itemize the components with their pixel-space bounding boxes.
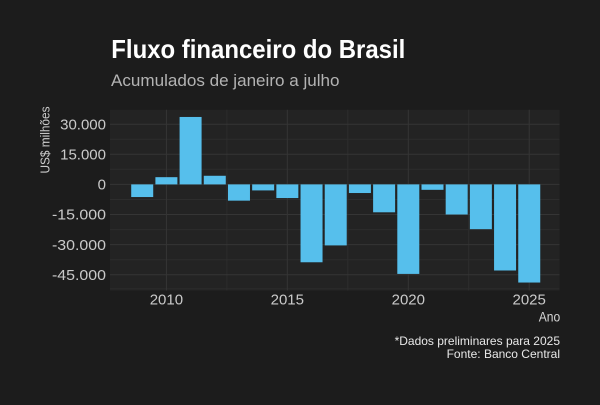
svg-text:15.000: 15.000 [60, 147, 106, 164]
svg-text:2015: 2015 [271, 291, 304, 308]
svg-text:-15.000: -15.000 [52, 207, 106, 224]
svg-text:-30.000: -30.000 [52, 237, 106, 254]
svg-text:Fluxo financeiro do Brasil: Fluxo financeiro do Brasil [111, 34, 405, 64]
svg-text:30.000: 30.000 [60, 116, 106, 133]
svg-text:0: 0 [98, 177, 106, 194]
svg-text:*Dados preliminares para 2025: *Dados preliminares para 2025 [395, 334, 561, 348]
svg-text:Acumulados de janeiro a julho: Acumulados de janeiro a julho [111, 71, 340, 90]
svg-text:Fonte: Banco Central: Fonte: Banco Central [447, 347, 560, 361]
svg-text:2010: 2010 [150, 291, 183, 308]
svg-text:2025: 2025 [513, 291, 546, 308]
svg-text:Ano: Ano [539, 309, 561, 325]
svg-text:2020: 2020 [392, 291, 425, 308]
svg-text:US$ milhões: US$ milhões [37, 106, 52, 173]
svg-text:-45.000: -45.000 [52, 267, 106, 284]
